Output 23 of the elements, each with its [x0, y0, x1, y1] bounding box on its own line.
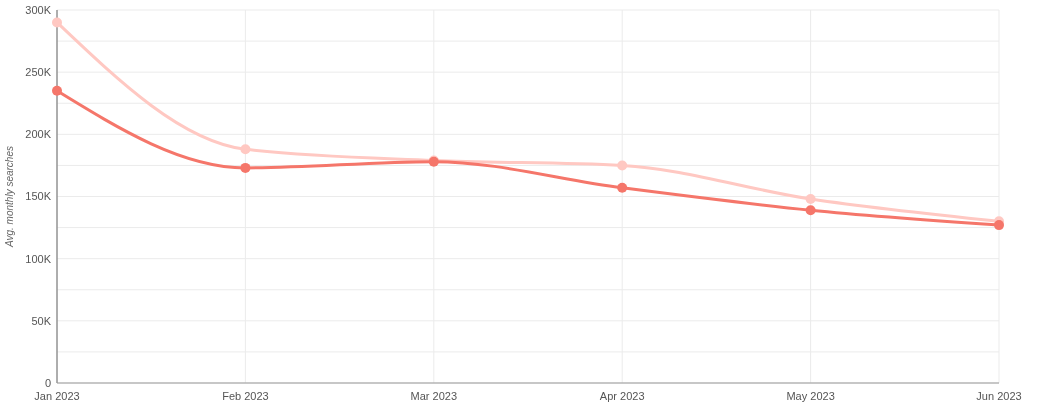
x-tick-label: Apr 2023 — [599, 390, 645, 402]
point — [994, 220, 1004, 231]
y-tick-label: 50K — [31, 314, 52, 327]
point — [805, 193, 816, 204]
point — [617, 160, 628, 171]
y-axis-title: Avg. monthly searches — [4, 146, 15, 248]
y-tick-label: 300K — [25, 3, 52, 16]
x-tick-label: Jan 2023 — [34, 390, 80, 402]
x-tick-label: Jun 2023 — [976, 390, 1022, 402]
y-tick-label: 100K — [25, 252, 52, 265]
x-tick-label: Feb 2023 — [222, 390, 269, 402]
point — [52, 85, 62, 96]
y-tick-label: 250K — [25, 66, 52, 79]
x-tick-label: May 2023 — [786, 390, 835, 402]
point — [805, 205, 816, 216]
y-tick-label: 200K — [25, 128, 52, 141]
y-tick-label: 150K — [25, 190, 52, 203]
point — [617, 182, 628, 193]
y-tick-label: 0 — [44, 376, 51, 389]
point — [240, 162, 251, 173]
point — [52, 17, 62, 28]
x-tick-label: Mar 2023 — [410, 390, 458, 402]
point — [240, 144, 251, 155]
